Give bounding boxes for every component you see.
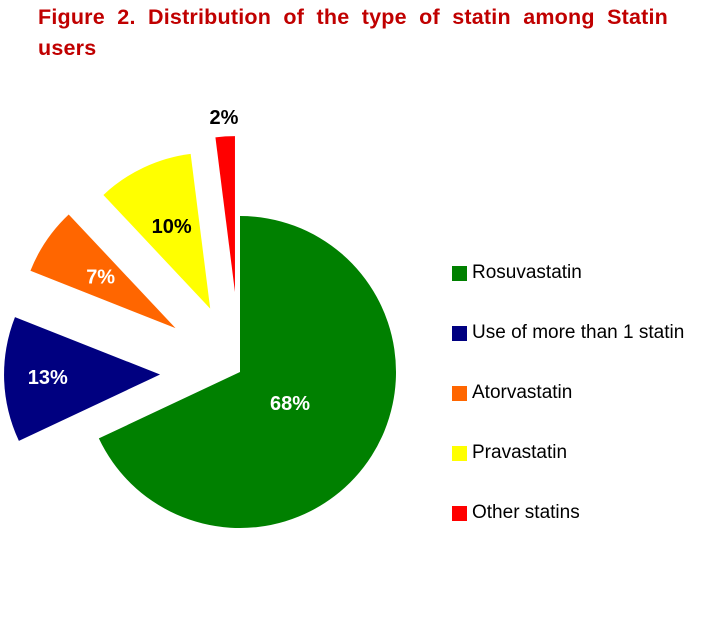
legend-swatch <box>452 265 467 281</box>
chart-title: Figure 2. Distribution of the type of st… <box>38 5 668 60</box>
legend-swatch <box>452 445 467 461</box>
label-pravastatin: 10% <box>152 216 192 238</box>
legend-item: Other statins <box>452 498 580 528</box>
legend-label: Rosuvastatin <box>472 262 582 283</box>
legend-swatch <box>452 325 467 341</box>
legend-label: Use of more than 1 statin <box>472 322 685 343</box>
legend-label: Pravastatin <box>472 442 568 463</box>
legend-swatch <box>452 385 467 401</box>
label-rosuvastatin: 68% <box>270 393 310 415</box>
slice-other-statins <box>215 136 235 293</box>
slice-more-than-1-statin <box>4 317 161 441</box>
slice-pravastatin <box>103 153 211 309</box>
slice-rosuvastatin <box>98 216 397 528</box>
legend-item: Atorvastatin <box>452 378 572 408</box>
legend-label: Other statins <box>472 502 580 523</box>
legend-label: Atorvastatin <box>472 382 573 403</box>
legend-swatch <box>452 505 467 521</box>
label-atorvastatin: 7% <box>86 266 115 288</box>
legend-item: Rosuvastatin <box>452 258 582 288</box>
slice-atorvastatin <box>30 214 176 329</box>
label-more-than-1-statin: 13% <box>28 367 68 389</box>
legend-item: Pravastatin <box>452 438 567 468</box>
label-other-statins: 2% <box>210 107 239 129</box>
legend-item: Use of more than 1 statin <box>452 318 684 348</box>
